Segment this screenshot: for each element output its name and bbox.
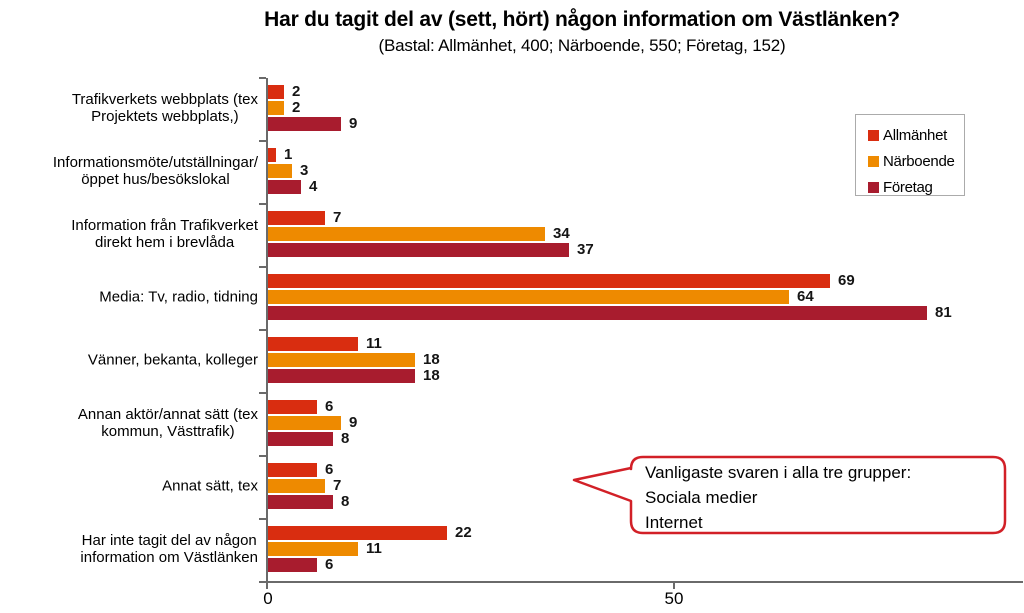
y-axis-tick: [259, 266, 266, 268]
bar-Allmänhet-3: [268, 274, 830, 288]
bar-value-label: 22: [455, 524, 472, 541]
legend-swatch-allmanhet-icon: [868, 129, 879, 141]
bar-value-label: 7: [333, 477, 342, 494]
y-axis-tick: [259, 203, 266, 205]
bar-Närboende-6: [268, 479, 325, 493]
bar-value-label: 11: [366, 335, 382, 352]
bar-Företag-7: [268, 558, 317, 572]
bar-Företag-3: [268, 306, 927, 320]
bar-Närboende-1: [268, 164, 292, 178]
bar-value-label: 9: [349, 115, 358, 132]
legend-label-foretag: Företag: [883, 178, 933, 196]
bar-Närboende-3: [268, 290, 789, 304]
x-axis-tick-label-50: 50: [664, 589, 684, 608]
bar-value-label: 6: [325, 556, 334, 573]
bar-Allmänhet-5: [268, 400, 317, 414]
x-axis-line: [266, 581, 1023, 583]
bar-value-label: 8: [341, 430, 350, 447]
bar-Närboende-0: [268, 101, 284, 115]
category-label-4: Vänner, bekanta, kolleger: [87, 351, 258, 369]
bar-value-label: 6: [325, 398, 334, 415]
bar-value-label: 37: [577, 241, 594, 258]
bar-Närboende-2: [268, 227, 545, 241]
bar-value-label: 7: [333, 209, 342, 226]
y-axis-tick: [259, 329, 266, 331]
category-label-7: Har inte tagit del av någon information …: [80, 532, 258, 566]
bar-Allmänhet-1: [268, 148, 276, 162]
bar-value-label: 34: [553, 225, 570, 242]
bar-value-label: 18: [423, 367, 440, 384]
bar-value-label: 9: [349, 414, 358, 431]
legend-swatch-narboende-icon: [868, 155, 879, 167]
bar-value-label: 69: [838, 272, 855, 289]
bar-value-label: 1: [284, 146, 293, 163]
callout-line-3: Internet: [645, 513, 703, 532]
bar-Allmänhet-4: [268, 337, 358, 351]
category-label-2: Information från Trafikverket direkt hem…: [71, 217, 258, 251]
legend-label-allmanhet: Allmänhet: [883, 126, 948, 144]
chart-subtitle: (Bastal: Allmänhet, 400; Närboende, 550;…: [378, 36, 786, 55]
bar-value-label: 3: [300, 162, 309, 179]
y-axis-tick: [259, 581, 266, 583]
y-axis-tick: [259, 77, 266, 79]
legend-item-foretag: Företag: [868, 174, 964, 200]
y-axis-tick: [259, 455, 266, 457]
bar-Allmänhet-0: [268, 85, 284, 99]
bar-Företag-5: [268, 432, 333, 446]
bar-Allmänhet-2: [268, 211, 325, 225]
y-axis-tick: [259, 392, 266, 394]
y-axis-tick: [259, 518, 266, 520]
category-label-3: Media: Tv, radio, tidning: [99, 288, 258, 306]
callout-bubble-outline: [572, 455, 1007, 535]
bar-value-label: 2: [292, 83, 301, 100]
bar-value-label: 64: [797, 288, 814, 305]
legend-swatch-foretag-icon: [868, 181, 879, 193]
callout-bubble: [572, 455, 1007, 535]
legend-item-allmanhet: Allmänhet: [868, 122, 964, 148]
bar-Företag-1: [268, 180, 301, 194]
bar-Allmänhet-7: [268, 526, 447, 540]
bar-value-label: 2: [292, 99, 301, 116]
y-axis-line: [266, 78, 268, 584]
bar-Närboende-7: [268, 542, 358, 556]
bar-value-label: 18: [423, 351, 440, 368]
category-label-0: Trafikverkets webbplats (tex Projektets …: [71, 91, 258, 125]
chart-title: Har du tagit del av (sett, hört) någon i…: [264, 8, 900, 31]
y-axis-tick: [259, 140, 266, 142]
x-axis-tick-50: [673, 582, 675, 589]
callout-line-1: Vanligaste svaren i alla tre grupper:: [645, 463, 912, 482]
category-label-6: Annat sätt, tex: [162, 477, 258, 495]
bar-Närboende-5: [268, 416, 341, 430]
category-label-5: Annan aktör/annat sätt (tex kommun, Väst…: [77, 406, 258, 440]
bar-value-label: 81: [935, 304, 952, 321]
bar-Företag-2: [268, 243, 569, 257]
legend: Allmänhet Närboende Företag: [855, 114, 965, 196]
x-axis-tick-0: [266, 582, 268, 589]
legend-item-narboende: Närboende: [868, 148, 964, 174]
x-axis-tick-label-0: 0: [263, 589, 273, 608]
bar-Allmänhet-6: [268, 463, 317, 477]
bar-value-label: 8: [341, 493, 350, 510]
chart-header: Har du tagit del av (sett, hört) någon i…: [140, 8, 1024, 56]
category-label-1: Informationsmöte/utställningar/ öppet hu…: [52, 154, 258, 188]
bar-value-label: 6: [325, 461, 334, 478]
bar-value-label: 11: [366, 540, 382, 557]
bar-Närboende-4: [268, 353, 415, 367]
bar-Företag-4: [268, 369, 415, 383]
legend-label-narboende: Närboende: [883, 152, 955, 170]
bar-value-label: 4: [309, 178, 318, 195]
bar-Företag-0: [268, 117, 341, 131]
callout-line-2: Sociala medier: [645, 488, 758, 507]
callout-text: Vanligaste svaren i alla tre grupper: So…: [645, 460, 1000, 535]
bar-Företag-6: [268, 495, 333, 509]
